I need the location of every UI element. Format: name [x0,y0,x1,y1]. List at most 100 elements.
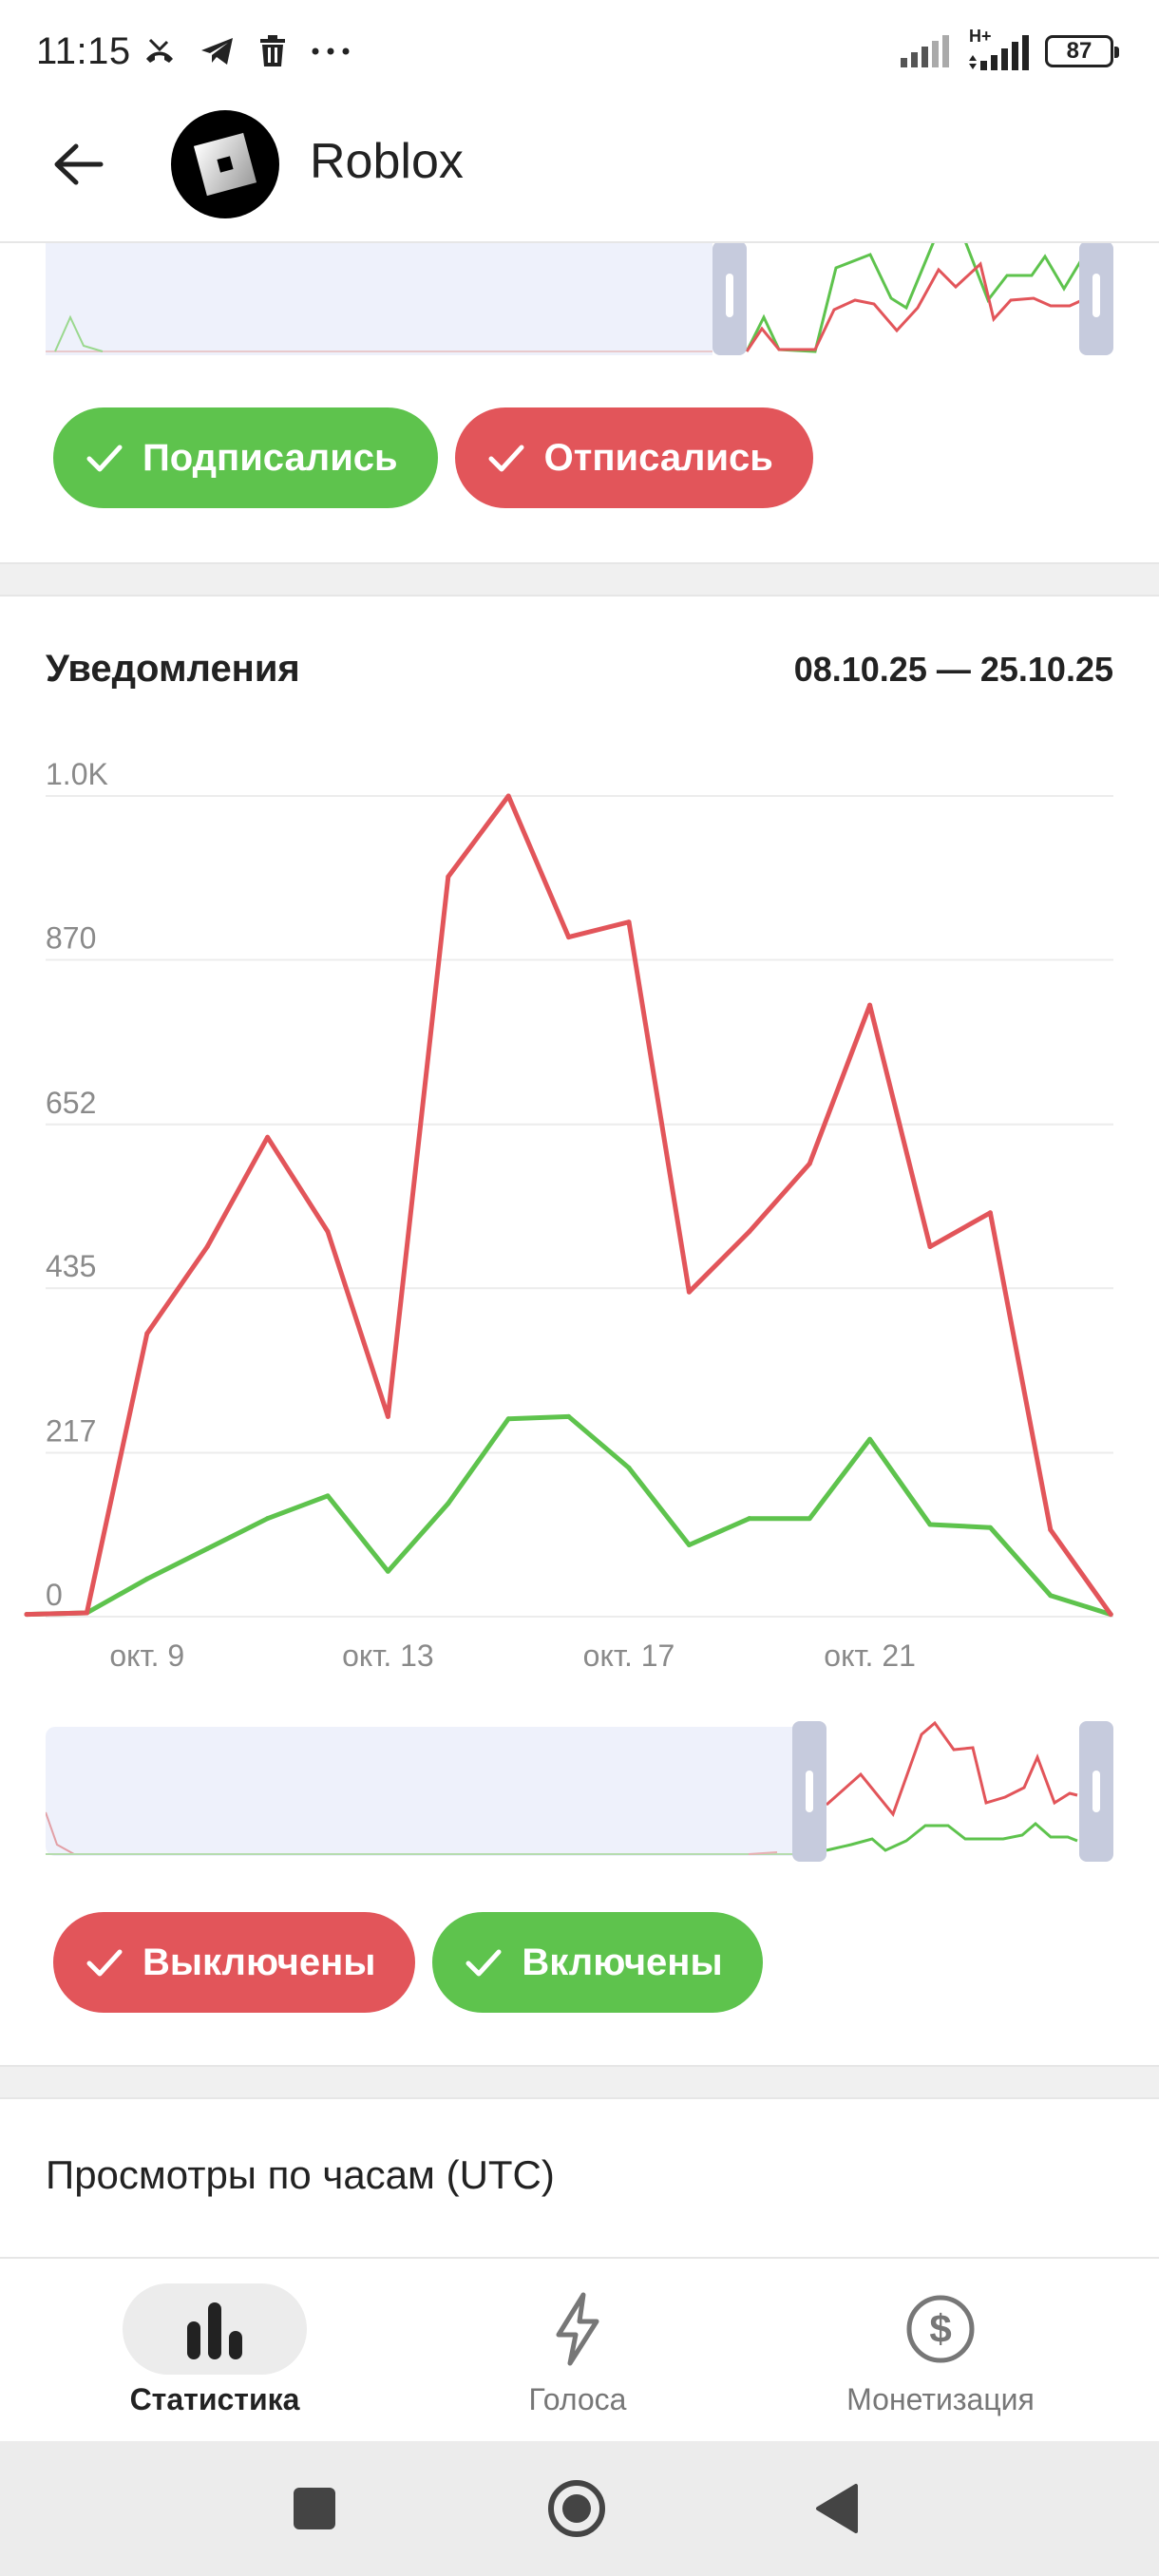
battery-level: 87 [1066,38,1092,64]
nav-votes[interactable]: Голоса [397,2259,758,2443]
chip-notifications-off[interactable]: Выключены [53,1912,416,2013]
more-icon [312,47,350,55]
subscribers-range-navigator[interactable] [46,241,1113,355]
chip-label: Включены [522,1941,723,1983]
bar-chart-icon [187,2302,242,2359]
home-button[interactable] [543,2475,610,2542]
x-tick-label: окт. 17 [583,1638,675,1672]
missed-call-icon [146,38,173,63]
lightning-icon [556,2292,599,2366]
svg-text:$: $ [929,2306,951,2351]
data-point [566,935,572,940]
navigator-red-line [826,1721,1078,1818]
nav-pill: $ [848,2283,1033,2375]
data-point [1048,1527,1054,1533]
network-type: H+ [969,27,992,46]
navigator-unselected-area [46,1727,806,1856]
check-icon [86,1949,123,1977]
app-header: Roblox [0,95,1159,243]
data-point [505,1416,511,1422]
data-point [1048,1593,1054,1599]
signal-icon [969,35,1029,70]
notifications-range-navigator[interactable] [46,1721,1113,1862]
notifications-title: Уведомления [46,648,300,690]
data-point [987,1525,993,1530]
chip-notifications-on[interactable]: Включены [432,1912,763,2013]
data-point [686,1542,692,1547]
y-tick-label: 870 [46,920,96,955]
y-tick-label: 217 [46,1414,96,1449]
data-point [747,1516,752,1522]
dollar-icon: $ [906,2295,975,2363]
section-separator [0,2065,1159,2099]
data-point [867,1002,873,1008]
y-tick-label: 435 [46,1249,96,1283]
data-point [807,1516,812,1522]
notifications-chart[interactable]: 0 217 435 652 870 1.0K окт. 9 окт. 13 окт. 17 окт… [0,731,1159,1672]
section-separator [0,562,1159,597]
status-bar: 11:15 H+ [0,0,1159,95]
data-point [505,793,511,799]
nav-label: Статистика [129,2382,300,2416]
y-tick-label: 1.0K [46,757,108,791]
trash-icon [260,35,285,66]
x-tick-label: окт. 9 [109,1638,184,1672]
data-point [566,1413,572,1419]
nav-pill [123,2283,307,2375]
notifications-date-range[interactable]: 08.10.25 — 25.10.25 [793,650,1113,689]
data-point [987,1210,993,1216]
check-icon [86,445,123,472]
status-system-icons: H+ 87 [901,27,1119,72]
signal-icon [901,35,949,67]
battery-icon: 87 [1045,35,1119,67]
channel-avatar[interactable] [171,110,279,218]
telegram-icon [201,38,233,65]
data-point [626,919,632,925]
data-point [325,1493,331,1499]
data-point [747,1229,752,1235]
navigator-red-line [745,261,1095,352]
back-button[interactable] [40,131,116,198]
nav-monetization[interactable]: $ Монетизация [760,2259,1121,2443]
data-point [385,1413,390,1419]
series-line-on [24,1413,1113,1618]
status-time: 11:15 [36,30,131,72]
data-point [927,1244,933,1250]
circle-icon [548,2480,605,2537]
chip-subscribed[interactable]: Подписались [53,407,438,508]
bottom-navigation: Статистика Голоса $ Монетизация [0,2257,1159,2441]
y-tick-label: 0 [46,1578,63,1612]
chip-label: Подписались [142,436,398,479]
arrow-left-icon [54,143,104,185]
data-point [204,1545,210,1551]
data-point [204,1244,210,1250]
data-point [144,1576,150,1582]
square-icon [294,2488,335,2529]
nav-pill [485,2283,670,2375]
navigator-unselected-area [46,241,712,355]
data-point [927,1522,933,1527]
data-point [144,1331,150,1336]
chip-unsubscribed[interactable]: Отписались [454,407,813,508]
recents-button[interactable] [281,2475,348,2542]
roblox-logo-icon [193,132,257,197]
data-point [807,1161,812,1166]
nav-statistics[interactable]: Статистика [34,2259,395,2443]
data-point [265,1134,271,1140]
nav-label: Голоса [528,2382,627,2416]
channel-title: Roblox [310,134,464,189]
back-nav-button[interactable] [804,2475,870,2542]
y-tick-label: 652 [46,1086,96,1120]
data-point [24,1612,29,1618]
status-notification-icons [142,34,352,68]
data-point [325,1229,331,1235]
check-icon [488,445,524,472]
network-indicator: H+ [965,27,1032,70]
data-point [626,1465,632,1470]
series-line-off [24,793,1113,1618]
data-point [867,1436,873,1442]
data-point [84,1610,89,1616]
data-point [1108,1612,1113,1618]
x-tick-label: окт. 13 [342,1638,434,1672]
navigator-green-line [826,1822,1078,1852]
